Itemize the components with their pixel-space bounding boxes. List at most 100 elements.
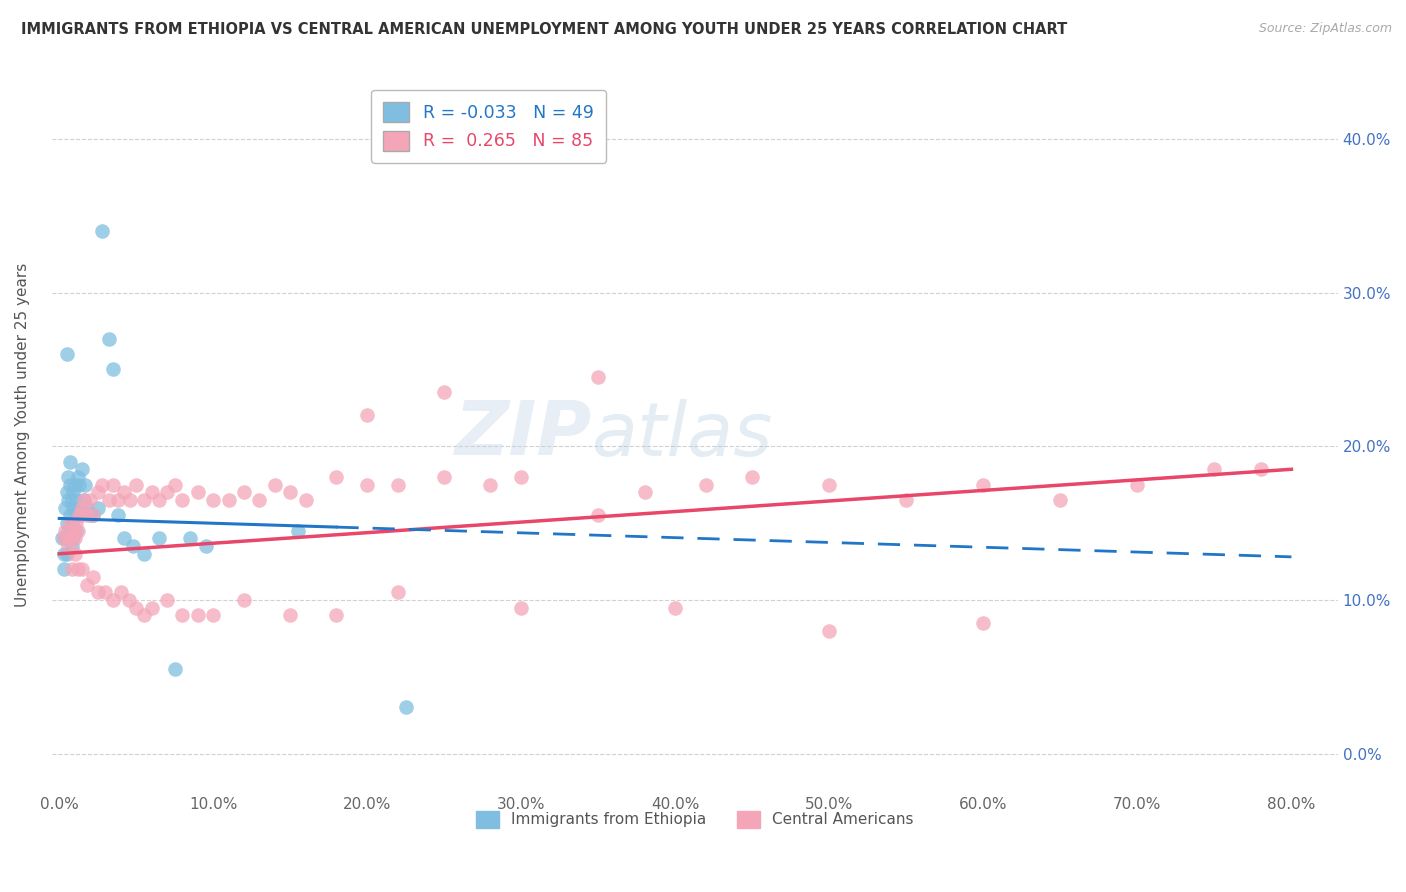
Point <box>1250 462 1272 476</box>
Point <box>63 532 86 546</box>
Point <box>87 585 110 599</box>
Point <box>433 470 456 484</box>
Point <box>202 608 225 623</box>
Text: IMMIGRANTS FROM ETHIOPIA VS CENTRAL AMERICAN UNEMPLOYMENT AMONG YOUTH UNDER 25 Y: IMMIGRANTS FROM ETHIOPIA VS CENTRAL AMER… <box>21 22 1067 37</box>
Point <box>1049 493 1071 508</box>
Point <box>218 493 240 508</box>
Point <box>356 477 378 491</box>
Point <box>60 562 83 576</box>
Point <box>112 532 135 546</box>
Point <box>972 615 994 630</box>
Point <box>325 470 347 484</box>
Point <box>278 608 301 623</box>
Point <box>55 500 77 515</box>
Point <box>148 493 170 508</box>
Point <box>287 524 309 538</box>
Text: ZIP: ZIP <box>454 398 592 471</box>
Point <box>60 532 83 546</box>
Point <box>63 508 86 523</box>
Point <box>58 470 80 484</box>
Point <box>56 547 79 561</box>
Point <box>69 508 91 523</box>
Point <box>101 477 124 491</box>
Point <box>58 539 80 553</box>
Y-axis label: Unemployment Among Youth under 25 years: Unemployment Among Youth under 25 years <box>15 262 30 607</box>
Point <box>63 477 86 491</box>
Point <box>233 593 256 607</box>
Point <box>588 508 610 523</box>
Point <box>66 508 89 523</box>
Point <box>125 477 148 491</box>
Point <box>101 593 124 607</box>
Point <box>120 493 142 508</box>
Point <box>62 485 84 500</box>
Point <box>107 493 129 508</box>
Point <box>141 485 163 500</box>
Point <box>132 608 155 623</box>
Point <box>132 547 155 561</box>
Point <box>179 532 201 546</box>
Point <box>52 562 75 576</box>
Point <box>122 539 145 553</box>
Point <box>633 485 655 500</box>
Point <box>52 547 75 561</box>
Point <box>818 624 841 638</box>
Point <box>741 470 763 484</box>
Point <box>112 485 135 500</box>
Point <box>1126 477 1149 491</box>
Point <box>60 516 83 530</box>
Point <box>82 508 104 523</box>
Point <box>56 532 79 546</box>
Point <box>325 608 347 623</box>
Point <box>1204 462 1226 476</box>
Point <box>67 508 90 523</box>
Point <box>125 600 148 615</box>
Point <box>664 600 686 615</box>
Point <box>55 532 77 546</box>
Point <box>52 532 75 546</box>
Point <box>56 516 79 530</box>
Point <box>66 470 89 484</box>
Point <box>194 539 217 553</box>
Point <box>387 585 409 599</box>
Point <box>818 477 841 491</box>
Point <box>62 500 84 515</box>
Point <box>387 477 409 491</box>
Point <box>56 485 79 500</box>
Text: Source: ZipAtlas.com: Source: ZipAtlas.com <box>1258 22 1392 36</box>
Point <box>132 493 155 508</box>
Point <box>66 562 89 576</box>
Point <box>60 493 83 508</box>
Point <box>67 500 90 515</box>
Point <box>94 585 117 599</box>
Point <box>249 493 271 508</box>
Point <box>58 524 80 538</box>
Point <box>65 516 87 530</box>
Point <box>65 524 87 538</box>
Point <box>67 477 90 491</box>
Point <box>263 477 285 491</box>
Text: atlas: atlas <box>592 399 773 471</box>
Point <box>395 700 418 714</box>
Point <box>141 600 163 615</box>
Point <box>82 570 104 584</box>
Point <box>82 508 104 523</box>
Point <box>479 477 502 491</box>
Point <box>695 477 717 491</box>
Point <box>107 508 129 523</box>
Point <box>91 224 114 238</box>
Point <box>97 332 120 346</box>
Point <box>51 532 73 546</box>
Point <box>56 347 79 361</box>
Point <box>79 493 101 508</box>
Point <box>972 477 994 491</box>
Point <box>87 485 110 500</box>
Point <box>91 477 114 491</box>
Point <box>110 585 132 599</box>
Point <box>58 493 80 508</box>
Point <box>356 409 378 423</box>
Point <box>148 532 170 546</box>
Point <box>588 370 610 384</box>
Point <box>202 493 225 508</box>
Point <box>59 454 82 468</box>
